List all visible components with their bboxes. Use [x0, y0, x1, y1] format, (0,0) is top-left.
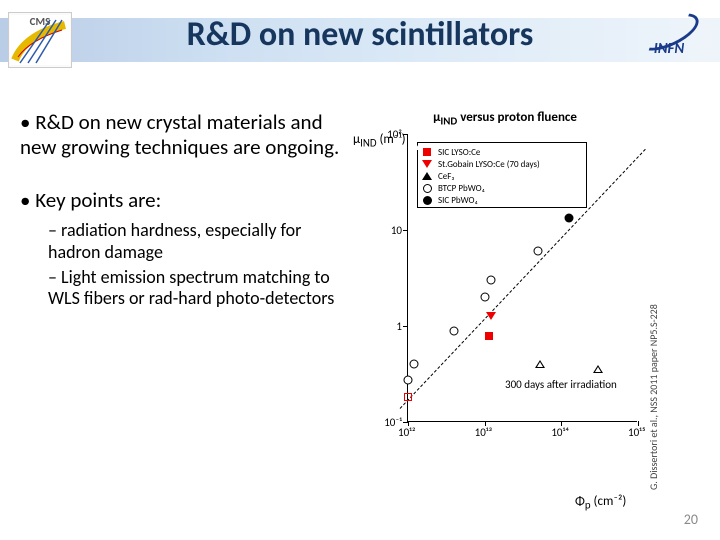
data-point — [404, 375, 413, 384]
legend-row: CeF₃ — [422, 170, 582, 182]
data-point — [404, 393, 412, 401]
data-point — [534, 247, 543, 256]
scatter-chart: μIND versus proton fluence μIND (m⁻¹) 10… — [355, 110, 655, 470]
legend-label: SIC LYSO:Ce — [438, 147, 480, 158]
legend-label: BTCP PbWO₄ — [438, 183, 485, 194]
data-point — [450, 326, 459, 335]
annotation: 300 days after irradiation — [505, 378, 617, 391]
legend-label: SIC PbWO₄ — [438, 195, 478, 206]
data-point — [410, 360, 419, 369]
x-tick: 10¹⁴ — [551, 426, 569, 439]
slide-header: CMS R&D on new scintillators INFN — [0, 0, 720, 80]
x-tick: 10¹⁵ — [628, 426, 646, 439]
bullet-2: Key points are: radiation hardness, espe… — [20, 188, 340, 310]
data-point — [593, 365, 603, 373]
chart-title: μIND versus proton fluence — [433, 110, 577, 128]
chart-legend: SIC LYSO:CeSt.Gobain LYSO:Ce (70 days)Ce… — [417, 142, 587, 208]
page-number: 20 — [684, 511, 698, 528]
slide-title: R&D on new scintillators — [0, 14, 720, 55]
y-tick: 10⁻¹ — [384, 416, 402, 429]
y-tick: 10² — [384, 128, 402, 141]
text-content: R&D on new crystal materials and new gro… — [20, 110, 340, 337]
infn-logo: INFN — [626, 10, 712, 66]
y-tick: 10 — [384, 224, 402, 237]
bullet-2-text: Key points are: — [35, 187, 161, 213]
legend-row: SIC LYSO:Ce — [422, 146, 582, 158]
legend-label: St.Gobain LYSO:Ce (70 days) — [438, 159, 540, 170]
data-point — [486, 275, 495, 284]
citation: G. Dissertori et al., NSS 2011 paper NP5… — [647, 230, 659, 490]
data-point — [565, 214, 574, 223]
legend-row: BTCP PbWO₄ — [422, 182, 582, 194]
x-tick: 10¹³ — [475, 426, 493, 439]
legend-label: CeF₃ — [438, 171, 454, 182]
data-point — [480, 293, 489, 302]
data-point — [535, 360, 545, 368]
sub-1: radiation hardness, especially for hadro… — [48, 220, 340, 262]
legend-row: St.Gobain LYSO:Ce (70 days) — [422, 158, 582, 170]
cms-logo: CMS — [8, 12, 72, 68]
data-point — [485, 332, 493, 340]
y-tick: 1 — [384, 320, 402, 333]
data-point — [486, 312, 496, 320]
legend-row: SIC PbWO₄ — [422, 194, 582, 206]
bullet-1: R&D on new crystal materials and new gro… — [20, 110, 340, 160]
sub-2: Light emission spectrum matching to WLS … — [48, 267, 340, 309]
svg-text:CMS: CMS — [30, 15, 51, 28]
sub-list: radiation hardness, especially for hadro… — [48, 220, 340, 309]
x-axis-label: Φp (cm⁻²) — [575, 494, 655, 512]
